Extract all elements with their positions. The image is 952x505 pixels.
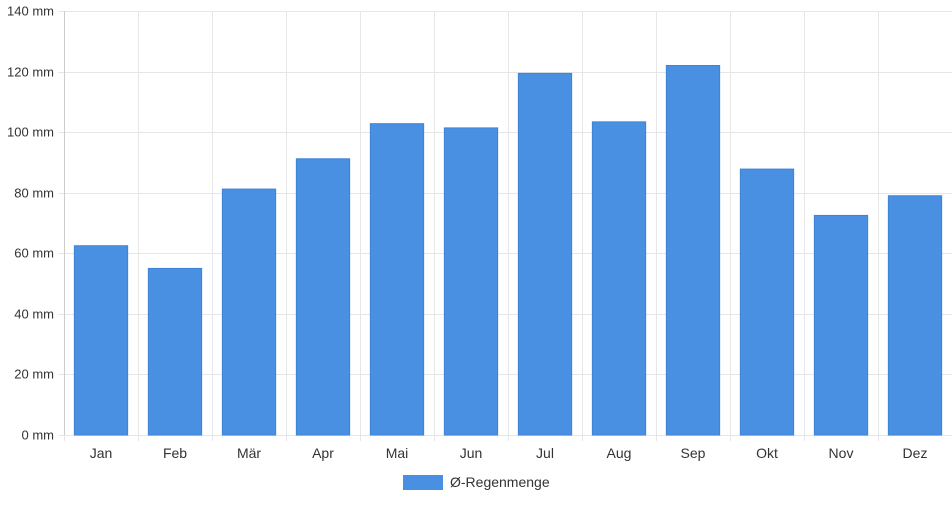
x-tick-label: Jan: [90, 445, 113, 461]
legend-swatch: [403, 475, 443, 490]
x-tick-label: Jun: [460, 445, 483, 461]
bar-feb[interactable]: [147, 267, 203, 436]
bar-apr[interactable]: [295, 158, 351, 436]
x-tick-label: Mai: [386, 445, 409, 461]
y-tick-label: 40 mm: [14, 307, 54, 322]
legend[interactable]: Ø-Regenmenge: [403, 474, 550, 490]
y-tick-label: 60 mm: [14, 246, 54, 261]
bar-jun[interactable]: [443, 127, 499, 436]
y-tick-label: 20 mm: [14, 367, 54, 382]
y-tick-label: 140 mm: [7, 4, 54, 19]
x-tick-label: Nov: [829, 445, 854, 461]
bar-mai[interactable]: [369, 123, 425, 436]
bar-nov[interactable]: [813, 214, 869, 436]
x-tick-label: Feb: [163, 445, 187, 461]
axis-layer: 0 mm 20 mm 40 mm 60 mm 80 mm 100 mm 120 mm 140 …: [7, 4, 927, 462]
y-tick-label: 120 mm: [7, 65, 54, 80]
bar-aug[interactable]: [591, 121, 647, 436]
bar-jan[interactable]: [73, 245, 129, 436]
legend-label: Ø-Regenmenge: [450, 474, 550, 490]
bar-sep[interactable]: [665, 65, 721, 436]
y-tick-label: 0 mm: [22, 428, 55, 443]
bar-dez[interactable]: [887, 195, 943, 436]
bar-mär[interactable]: [221, 188, 277, 436]
grid-layer: [58, 11, 952, 441]
x-tick-label: Aug: [607, 445, 632, 461]
y-tick-label: 100 mm: [7, 125, 54, 140]
x-tick-label: Jul: [536, 445, 554, 461]
bar-jul[interactable]: [517, 72, 573, 436]
y-tick-label: 80 mm: [14, 186, 54, 201]
x-tick-label: Okt: [756, 445, 778, 461]
x-tick-label: Mär: [237, 445, 261, 461]
bar-okt[interactable]: [739, 168, 795, 436]
x-tick-label: Apr: [312, 445, 334, 461]
x-tick-label: Dez: [903, 445, 928, 461]
bar-layer: [73, 65, 943, 436]
x-tick-label: Sep: [681, 445, 706, 461]
